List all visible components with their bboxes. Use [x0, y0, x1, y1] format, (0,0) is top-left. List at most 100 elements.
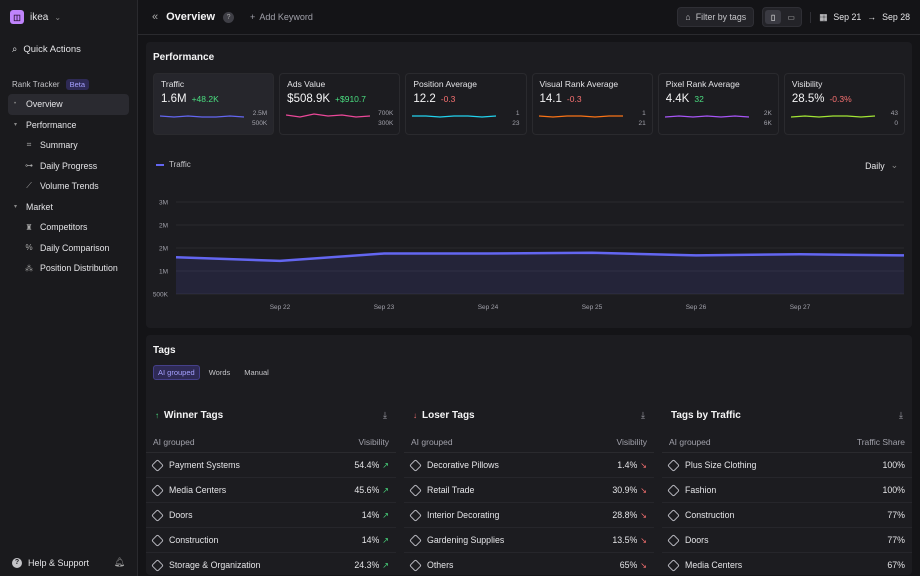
row-name: Interior Decorating: [409, 508, 500, 522]
device-toggle: ▯ ▭: [762, 7, 803, 27]
axis-top: 700K: [378, 110, 394, 117]
metric-card-visibility[interactable]: Visibility 28.5% -0.3% 43 0: [783, 73, 906, 135]
filter-by-tags-button[interactable]: ⌂ Filter by tags: [677, 7, 755, 27]
table-row[interactable]: Construction 77%: [662, 503, 912, 528]
tags-title: Tags: [153, 345, 176, 356]
metric-label: Position Average: [413, 79, 477, 89]
chevron-down-icon: ⌄: [54, 12, 62, 22]
row-name-text: Storage & Organization: [169, 560, 261, 570]
sidebar-item-position-distribution[interactable]: ⁂ Position Distribution: [8, 258, 129, 279]
row-value-text: 67%: [887, 560, 905, 570]
help-support-link[interactable]: ? Help & Support: [12, 557, 89, 568]
tag-icon: [151, 458, 164, 472]
row-value-text: 13.5%: [612, 535, 638, 545]
row-name: Retail Trade: [409, 483, 474, 497]
metric-values: 4.4K 32: [666, 93, 771, 105]
sidebar-item-competitors[interactable]: ♜ Competitors: [8, 217, 129, 238]
sparkline-path: [664, 115, 749, 118]
sidebar-item-performance[interactable]: ▾ Performance: [8, 115, 129, 136]
subheader-right: Traffic Share: [856, 436, 905, 447]
tag-icon: [409, 508, 422, 522]
row-name-text: Construction: [685, 510, 735, 520]
y-tick-label: 2M: [159, 223, 168, 230]
row-name-text: Interior Decorating: [427, 510, 500, 520]
bell-icon[interactable]: 🔔︎: [113, 557, 125, 567]
subheader-right: Visibility: [616, 436, 647, 447]
performance-title: Performance: [153, 52, 215, 63]
desktop-icon[interactable]: ▭: [787, 12, 795, 22]
tag-icon: [409, 533, 422, 547]
tag-icon: [667, 533, 680, 547]
tag-icon: [409, 483, 422, 497]
tag-icon: [667, 458, 680, 472]
table-row[interactable]: Decorative Pillows 1.4% ↘: [404, 453, 654, 478]
download-icon[interactable]: ⤓: [899, 409, 903, 420]
sidebar-item-daily-comparison[interactable]: % Daily Comparison: [8, 238, 129, 259]
help-icon: ?: [12, 557, 22, 568]
date-range-picker[interactable]: ▦ Sep 21 → Sep 28: [810, 11, 910, 23]
metric-card-position-average[interactable]: Position Average 12.2 -0.3 1 23: [405, 73, 527, 135]
sidebar-item-label: Position Distribution: [40, 263, 118, 274]
metric-card-traffic[interactable]: Traffic 1.6M +48.2K 2.5M 500K: [153, 73, 275, 135]
table-row[interactable]: Fashion 100%: [662, 478, 912, 503]
row-value: 100%: [883, 460, 906, 470]
tab-manual[interactable]: Manual: [244, 368, 269, 377]
sidebar-item-label: Volume Trends: [40, 181, 99, 192]
table-row[interactable]: Doors 14% ↗: [146, 503, 396, 528]
table-row[interactable]: Retail Trade 30.9% ↘: [404, 478, 654, 503]
table-row[interactable]: Gardening Supplies 13.5% ↘: [404, 528, 654, 553]
download-icon[interactable]: ⤓: [383, 409, 387, 420]
date-to: Sep 28: [882, 12, 910, 22]
sidebar-item-overview[interactable]: • Overview: [8, 94, 129, 115]
row-name: Media Centers: [667, 558, 742, 572]
granularity-select[interactable]: Daily ⌄: [865, 160, 898, 171]
quick-actions[interactable]: ⌕ Quick Actions: [0, 34, 137, 65]
tag-tabs: AI grouped Words Manual: [146, 365, 912, 380]
row-value: 13.5% ↘: [612, 535, 647, 545]
traffic-chart: 3M 2M 2M 1M 500K Sep 22 Sep 23 Sep 24 Sep 25 Sep …: [153, 200, 905, 311]
metric-card-visual-rank-average[interactable]: Visual Rank Average 14.1 -0.3 1 21: [531, 73, 653, 135]
table-row[interactable]: Plus Size Clothing 100%: [662, 453, 912, 478]
table-row[interactable]: Media Centers 67%: [662, 553, 912, 576]
sidebar-item-label: Market: [26, 201, 53, 212]
collapse-sidebar-icon[interactable]: «: [152, 11, 159, 23]
row-value-text: 14%: [361, 510, 380, 520]
row-value: 30.9% ↘: [612, 485, 647, 495]
help-question-icon[interactable]: ?: [223, 11, 235, 23]
trend-down-icon: ↘: [640, 461, 647, 470]
tab-words[interactable]: Words: [208, 368, 231, 377]
workspace-switcher[interactable]: ◫ ikea ⌄: [0, 0, 137, 34]
sidebar-item-summary[interactable]: ⌗ Summary: [8, 135, 129, 156]
table-row[interactable]: Media Centers 45.6% ↗: [146, 478, 396, 503]
column-header: ↓ Loser Tags ⤓: [404, 405, 654, 425]
table-row[interactable]: Construction 14% ↗: [146, 528, 396, 553]
tab-ai-grouped[interactable]: AI grouped: [153, 365, 200, 380]
axis-top: 1: [642, 110, 646, 117]
table-row[interactable]: Others 65% ↘: [404, 553, 654, 576]
add-keyword-button[interactable]: + Add Keyword: [250, 12, 313, 22]
sidebar-item-market[interactable]: ▾ Market: [8, 197, 129, 218]
row-name-text: Gardening Supplies: [427, 535, 505, 545]
row-name-text: Fashion: [685, 485, 717, 495]
workspace-name: ikea: [30, 11, 49, 23]
sparkline-path: [286, 113, 371, 118]
row-name-text: Payment Systems: [169, 460, 240, 470]
table-row[interactable]: Interior Decorating 28.8% ↘: [404, 503, 654, 528]
main-content: « Overview ? + Add Keyword ⌂ Filter by t…: [138, 0, 920, 576]
sidebar-item-volume-trends[interactable]: ⟋ Volume Trends: [8, 176, 129, 197]
table-row[interactable]: Storage & Organization 24.3% ↗: [146, 553, 396, 576]
metric-card-pixel-rank-average[interactable]: Pixel Rank Average 4.4K 32 2K 6K: [657, 73, 779, 135]
sidebar-item-daily-progress[interactable]: ⊶ Daily Progress: [8, 156, 129, 177]
axis-bottom: 6K: [763, 120, 772, 127]
quick-actions-label: Quick Actions: [23, 44, 81, 55]
column-title-text: Tags by Traffic: [671, 409, 741, 421]
table-row[interactable]: Doors 77%: [662, 528, 912, 553]
mobile-icon[interactable]: ▯: [765, 10, 782, 24]
download-icon[interactable]: ⤓: [641, 409, 645, 420]
row-value-text: 30.9%: [612, 485, 638, 495]
row-name: Storage & Organization: [151, 558, 261, 572]
row-value: 77%: [887, 510, 905, 520]
metric-card-ads-value[interactable]: Ads Value $508.9K +$910.7 700K 300K: [279, 73, 401, 135]
table-row[interactable]: Payment Systems 54.4% ↗: [146, 453, 396, 478]
arrow-right-icon: →: [867, 12, 877, 22]
